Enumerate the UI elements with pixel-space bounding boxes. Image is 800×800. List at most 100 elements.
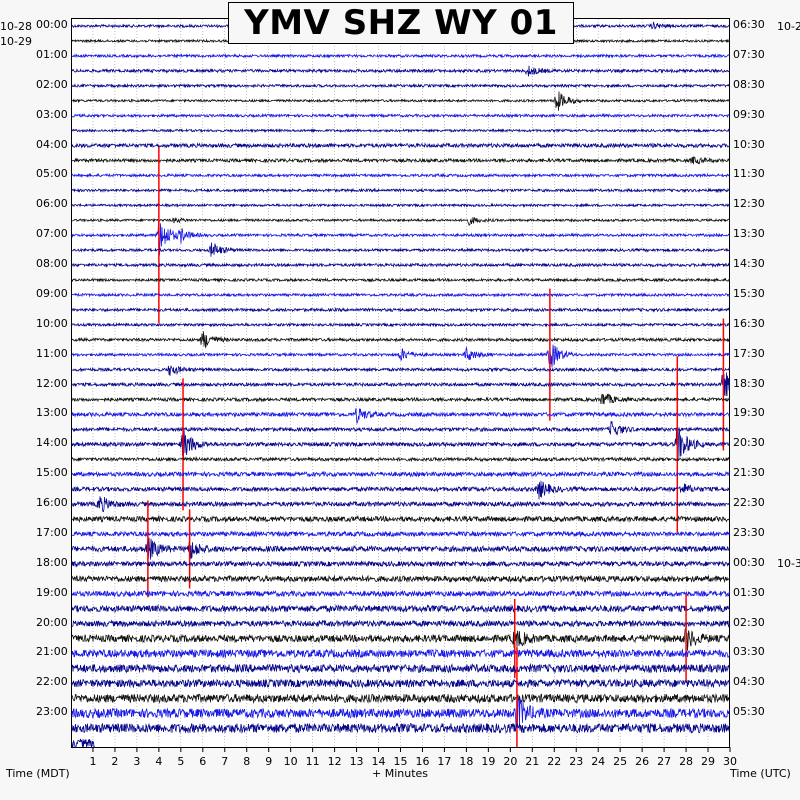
trace-line <box>71 722 730 735</box>
y-tick-label-left: 15:00 <box>36 466 68 480</box>
x-tick-label: 6 <box>199 755 207 768</box>
left-date-start: 10-29 <box>0 35 32 48</box>
x-tick-label: 28 <box>679 755 694 768</box>
y-tick-label-right: 07:30 <box>733 47 765 61</box>
x-tick-label: 18 <box>459 755 474 768</box>
left-date-top: 10-28 <box>0 20 32 33</box>
trace-line <box>71 393 730 405</box>
y-tick-label-left: 00:00 <box>36 18 68 31</box>
trace-line <box>71 589 730 598</box>
x-tick-label: 15 <box>393 755 408 768</box>
y-tick-label-right: 02:30 <box>733 615 765 629</box>
y-tick-label-left: 19:00 <box>36 585 68 599</box>
trace-line <box>71 202 730 208</box>
x-tick-label: 4 <box>155 755 163 768</box>
trace-line <box>71 560 730 568</box>
y-tick-label-right: 22:30 <box>733 496 765 510</box>
trace-line <box>71 738 95 749</box>
y-tick-label-left: 18:00 <box>36 555 68 569</box>
y-tick-label-left: 04:00 <box>36 137 68 151</box>
trace-line <box>71 91 730 111</box>
trace-line <box>71 619 730 628</box>
y-tick-label-right: 20:30 <box>733 436 765 450</box>
y-tick-label-left: 17:00 <box>36 525 68 539</box>
trace-line <box>71 112 730 119</box>
y-tick-label-right: 06:30 <box>733 18 765 31</box>
x-tick-label: 30 <box>723 755 737 768</box>
title-box: YMV SHZ WY 01 <box>228 2 574 44</box>
x-tick-label: 17 <box>437 755 452 768</box>
y-tick-label-left: 10:00 <box>36 316 68 330</box>
trace-line <box>71 221 730 256</box>
y-tick-label-right: 15:30 <box>733 286 765 300</box>
x-tick-label: 12 <box>327 755 342 768</box>
trace-line <box>71 421 730 436</box>
trace-line <box>71 82 730 89</box>
right-axis-label: Time (UTC) <box>730 767 791 780</box>
y-tick-label-left: 23:00 <box>36 705 68 719</box>
trace-line <box>71 365 730 376</box>
trace-line <box>71 662 730 674</box>
trace-line <box>71 678 730 689</box>
y-tick-label-right: 14:30 <box>733 257 765 271</box>
x-tick-label: 5 <box>177 755 185 768</box>
trace-line <box>71 456 730 463</box>
trace-line <box>71 537 730 562</box>
y-tick-label-right: 08:30 <box>733 77 765 91</box>
trace-line <box>71 172 730 179</box>
trace-line <box>71 648 730 659</box>
right-date-mid: 10-3 <box>777 557 800 570</box>
y-tick-label-left: 22:00 <box>36 675 68 689</box>
y-tick-label-left: 09:00 <box>36 286 68 300</box>
y-tick-label-left: 07:00 <box>36 227 68 241</box>
trace-line <box>71 187 730 194</box>
y-tick-label-right: 21:30 <box>733 466 765 480</box>
y-tick-label-left: 02:00 <box>36 77 68 91</box>
x-tick-label: 9 <box>265 755 273 768</box>
y-tick-label-right: 09:30 <box>733 107 765 121</box>
y-tick-label-left: 13:00 <box>36 406 68 420</box>
x-tick-label: 8 <box>243 755 251 768</box>
x-tick-label: 3 <box>133 755 141 768</box>
trace-line <box>71 514 730 524</box>
y-tick-label-left: 20:00 <box>36 615 68 629</box>
x-tick-label: 10 <box>283 755 298 768</box>
trace-line <box>71 372 730 396</box>
x-tick-label: 14 <box>371 755 386 768</box>
trace-line <box>71 53 730 59</box>
y-tick-label-left: 01:00 <box>36 47 68 61</box>
trace-line <box>71 693 730 704</box>
trace-line <box>71 155 730 165</box>
x-tick-label: 26 <box>635 755 650 768</box>
trace-line <box>71 128 730 134</box>
y-tick-label-left: 05:00 <box>36 167 68 181</box>
trace-line <box>71 242 730 257</box>
x-tick-label: 11 <box>305 755 320 768</box>
trace-line <box>71 217 730 226</box>
trace-line <box>71 65 730 77</box>
x-tick-label: 19 <box>481 755 496 768</box>
x-axis-label: + Minutes <box>372 767 429 780</box>
x-tick-label: 23 <box>569 755 584 768</box>
trace-line <box>71 604 730 614</box>
trace-line <box>71 530 730 538</box>
y-tick-label-left: 21:00 <box>36 645 68 659</box>
y-tick-label-left: 08:00 <box>36 257 68 271</box>
trace-line <box>71 344 730 368</box>
y-tick-label-left: 12:00 <box>36 376 68 390</box>
x-tick-label: 13 <box>349 755 364 768</box>
y-tick-label-left: 14:00 <box>36 436 68 450</box>
y-tick-label-right: 04:30 <box>733 675 765 689</box>
y-tick-label-left: 03:00 <box>36 107 68 121</box>
y-tick-label-right: 17:30 <box>733 346 765 360</box>
trace-line <box>71 331 730 349</box>
x-tick-label: 22 <box>547 755 562 768</box>
trace-line <box>71 697 730 728</box>
y-tick-label-right: 19:30 <box>733 406 765 420</box>
trace-line <box>71 574 730 584</box>
y-tick-label-right: 11:30 <box>733 167 765 181</box>
trace-line <box>71 626 730 651</box>
right-date-top: 10-2 <box>777 20 800 33</box>
trace-line <box>71 496 730 513</box>
